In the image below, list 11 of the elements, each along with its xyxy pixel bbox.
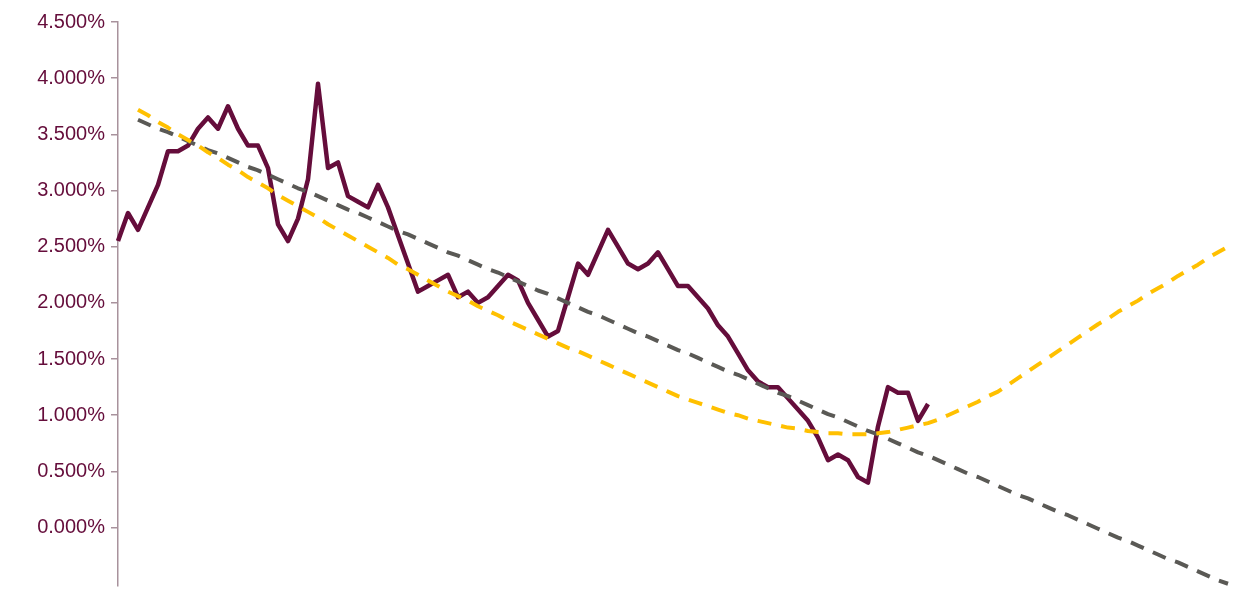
y-tick-label: 2.500% — [37, 234, 106, 257]
y-tick-label: 0.000% — [37, 515, 106, 538]
y-tick-label: 0.500% — [37, 458, 106, 481]
y-tick-label: 1.000% — [37, 402, 106, 425]
line-series — [136, 117, 1230, 586]
y-tick-label: 3.500% — [37, 121, 106, 144]
y-tick-label: 4.500% — [37, 9, 106, 32]
y-tick-label: 1.500% — [37, 346, 106, 369]
y-tick-label: 4.000% — [37, 65, 106, 88]
y-tick-label: 2.000% — [37, 290, 106, 313]
y-tick-label: 3.000% — [37, 178, 106, 201]
